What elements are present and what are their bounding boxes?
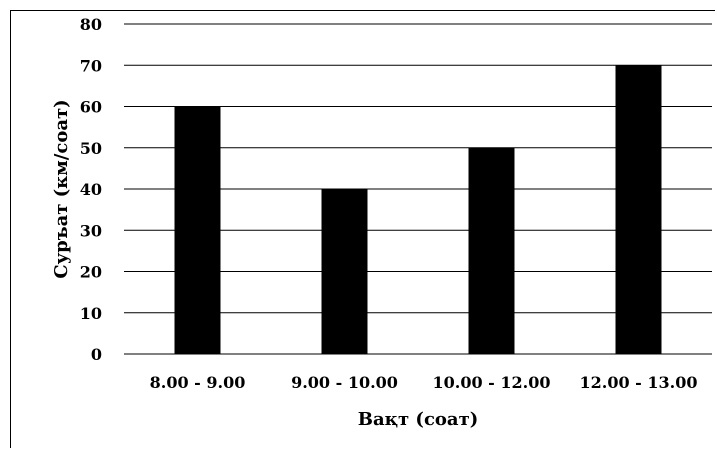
bars <box>174 65 662 354</box>
chart-frame <box>10 10 715 448</box>
bar-4 <box>615 65 662 354</box>
y-tick-label: 80 <box>80 15 102 34</box>
y-tick-label: 40 <box>80 180 102 199</box>
x-tick-label: 8.00 - 9.00 <box>150 373 246 392</box>
bar-2 <box>321 189 368 354</box>
x-axis-title: Вақт (соат) <box>358 409 479 430</box>
y-tick-label: 20 <box>80 263 102 282</box>
gridlines <box>124 23 712 355</box>
bar-1 <box>174 106 221 354</box>
y-tick-label: 50 <box>80 139 102 158</box>
y-tick-label: 10 <box>80 304 102 323</box>
x-tick-label: 9.00 - 10.00 <box>291 373 398 392</box>
bar-3 <box>468 147 515 354</box>
y-tick-labels: 0 10 20 30 40 50 60 70 80 <box>80 15 102 364</box>
x-tick-label: 10.00 - 12.00 <box>433 373 551 392</box>
y-tick-label: 60 <box>80 98 102 117</box>
y-tick-label: 0 <box>91 345 102 364</box>
y-axis-title: Суръат (км/соат) <box>51 99 72 278</box>
x-tick-labels: 8.00 - 9.00 9.00 - 10.00 10.00 - 12.00 12.0… <box>150 373 698 392</box>
x-tick-label: 12.00 - 13.00 <box>580 373 698 392</box>
y-tick-label: 30 <box>80 221 102 240</box>
y-tick-label: 70 <box>80 56 102 75</box>
